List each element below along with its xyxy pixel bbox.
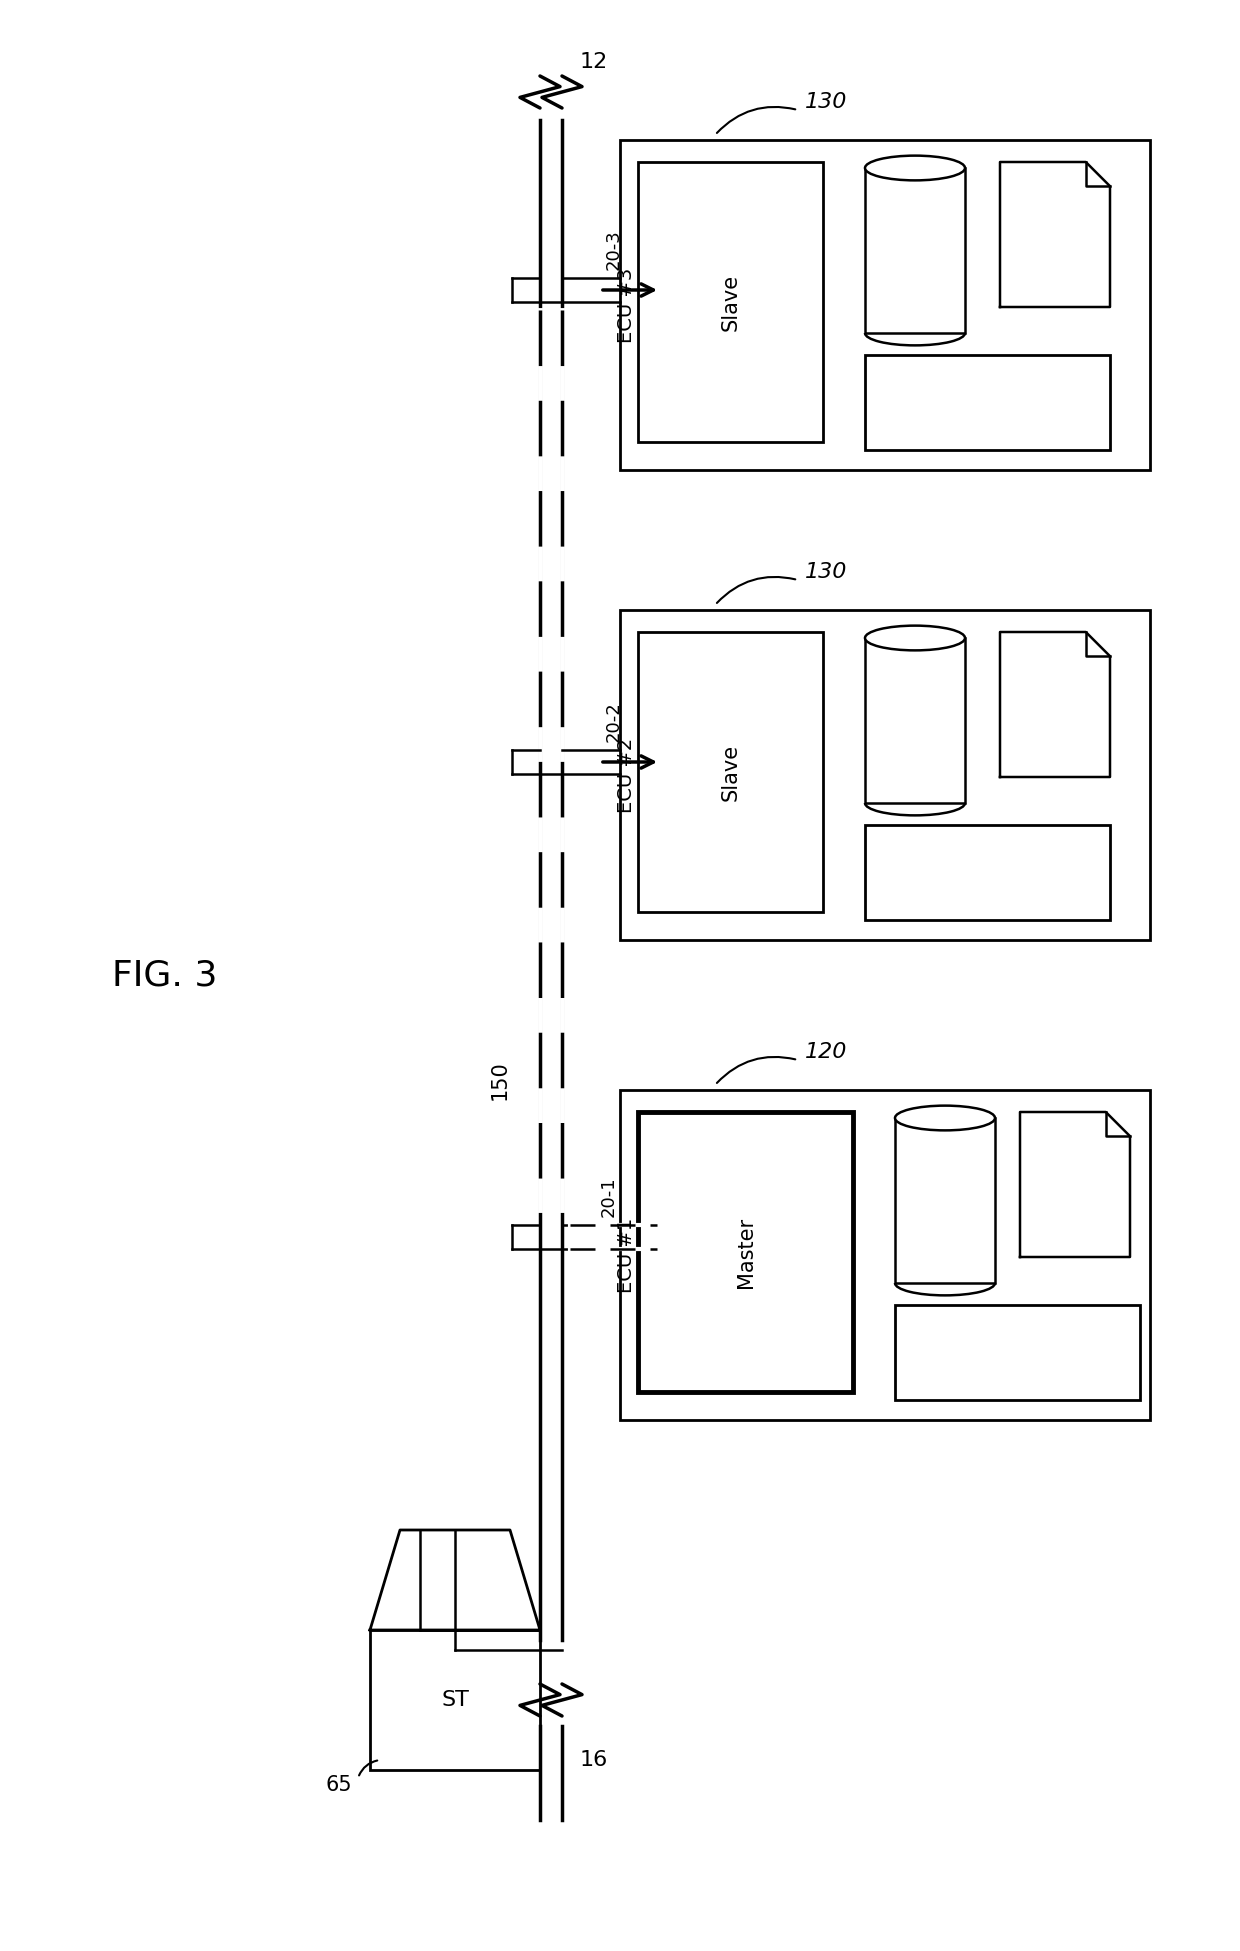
Text: 65: 65 <box>325 1775 352 1795</box>
Bar <box>370 1629 539 1770</box>
Text: 20-2: 20-2 <box>605 700 622 741</box>
Bar <box>895 1118 994 1284</box>
Bar <box>620 1091 1149 1420</box>
Bar <box>866 355 1110 451</box>
Text: 20-3: 20-3 <box>605 230 622 269</box>
Ellipse shape <box>866 626 965 650</box>
Bar <box>866 638 965 804</box>
Bar <box>639 162 823 443</box>
Text: 16: 16 <box>580 1750 609 1770</box>
Text: ECU #2: ECU #2 <box>616 737 635 814</box>
Bar <box>620 611 1149 940</box>
Bar <box>866 168 965 334</box>
Text: Master: Master <box>735 1215 755 1288</box>
Text: ECU #3: ECU #3 <box>616 267 635 343</box>
Text: 130: 130 <box>805 92 847 111</box>
Text: FIG. 3: FIG. 3 <box>113 958 218 991</box>
Bar <box>639 632 823 911</box>
Bar <box>620 140 1149 470</box>
Bar <box>639 1112 853 1391</box>
Text: 120: 120 <box>805 1042 847 1061</box>
Text: Slave: Slave <box>720 743 740 800</box>
Ellipse shape <box>895 1106 994 1130</box>
Text: 150: 150 <box>490 1059 510 1100</box>
Text: Slave: Slave <box>720 273 740 330</box>
Text: 20-1: 20-1 <box>600 1176 618 1217</box>
Bar <box>895 1305 1140 1401</box>
Text: ECU #1: ECU #1 <box>616 1217 635 1294</box>
Bar <box>866 825 1110 921</box>
Text: 12: 12 <box>580 53 609 72</box>
Ellipse shape <box>866 156 965 179</box>
Text: ST: ST <box>441 1690 469 1709</box>
Text: 130: 130 <box>805 562 847 581</box>
